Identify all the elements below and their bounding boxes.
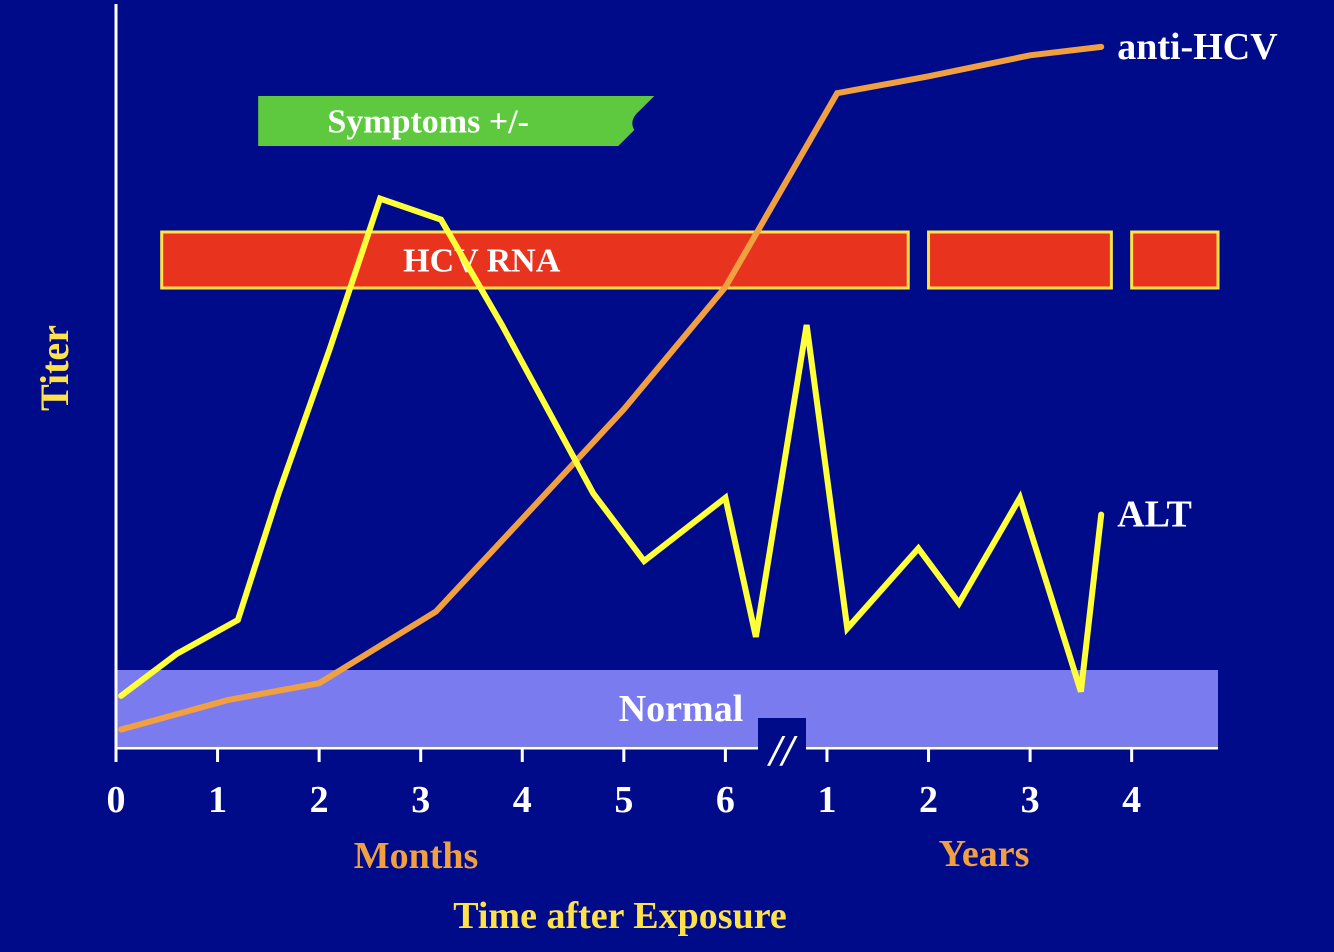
axes-layer — [114, 4, 1218, 750]
x-axis-title: Time after Exposure — [453, 895, 787, 937]
tick-layer: 0 1 2 3 4 5 6 1 2 3 4 — [107, 748, 1141, 821]
axis-break: // — [758, 718, 806, 775]
band-label: Symptoms +/- — [327, 104, 529, 141]
band-segment — [116, 670, 1218, 746]
axis-break-gap — [758, 718, 806, 766]
band-0: Symptoms +/- — [258, 96, 655, 146]
x-tick-label: 1 — [208, 779, 227, 821]
series-line-anti-hcv — [118, 43, 1105, 733]
y-axis-title: Titer — [32, 325, 77, 411]
band-segment — [927, 230, 1113, 290]
x-tick-label: 3 — [1021, 779, 1040, 821]
months-label: Months — [354, 835, 479, 877]
band-segment — [160, 230, 910, 290]
band-segment — [1130, 230, 1220, 290]
band-2: Normal — [116, 670, 1218, 746]
years-label: Years — [939, 833, 1030, 875]
x-tick-label: 2 — [310, 779, 329, 821]
band-label: HCV RNA — [403, 243, 561, 280]
x-tick-label: 4 — [513, 779, 532, 821]
x-tick-label: 5 — [614, 779, 633, 821]
series-label-alt: ALT — [1117, 494, 1192, 536]
axis-break-mark: // — [767, 726, 798, 775]
series-label-anti-hcv: anti-HCV — [1117, 26, 1278, 68]
x-tick-label: 6 — [716, 779, 735, 821]
x-tick-label: 1 — [817, 779, 836, 821]
x-tick-label: 3 — [411, 779, 430, 821]
band-segment — [258, 96, 655, 146]
x-tick-label: 4 — [1122, 779, 1141, 821]
x-tick-label: 0 — [107, 779, 126, 821]
series-layer: anti-HCV ALT — [118, 26, 1278, 733]
band-label: Normal — [619, 688, 744, 730]
band-1: HCV RNA — [160, 230, 1220, 290]
band-layer: Symptoms +/- HCV RNA Normal — [116, 96, 1220, 746]
x-tick-label: 2 — [919, 779, 938, 821]
